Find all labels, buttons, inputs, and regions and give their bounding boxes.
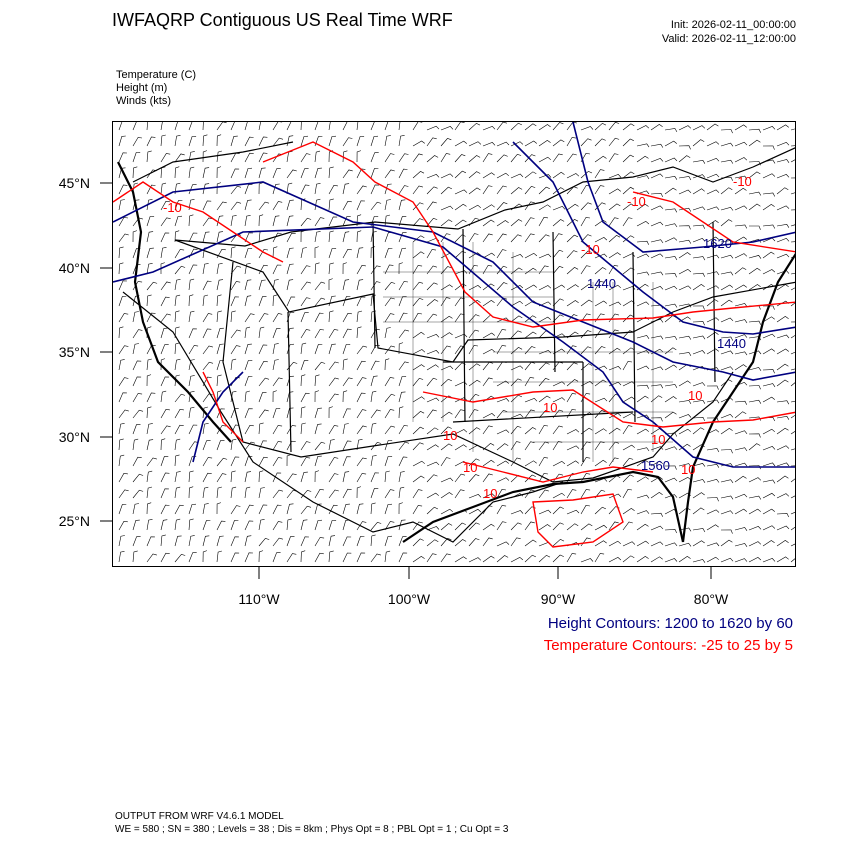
- lon-label-80: 80°W: [693, 591, 729, 607]
- temp-label-10e: 10: [483, 486, 497, 501]
- wind-barbs: [118, 122, 795, 563]
- lat-label-30: 30°N: [58, 429, 90, 445]
- weather-map: 1440 1440 1620 1560 -10 -10 -10 -10 10 1…: [112, 121, 796, 567]
- model-footer-title: OUTPUT FROM WRF V4.6.1 MODEL: [115, 811, 284, 822]
- temperature-contour-labels: -10 -10 -10 -10 10 10 10 10 10 10 10: [163, 174, 752, 501]
- height-label-1620: 1620: [703, 236, 732, 251]
- temp-label-10d: 10: [463, 460, 477, 475]
- temp-label-m10a: -10: [733, 174, 752, 189]
- lon-label-90: 90°W: [540, 591, 576, 607]
- coastline: [117, 161, 795, 543]
- temp-label-10c: 10: [443, 428, 457, 443]
- height-label-1560: 1560: [641, 458, 670, 473]
- height-label-1440b: 1440: [717, 336, 746, 351]
- height-contour-labels: 1440 1440 1620 1560: [587, 236, 746, 473]
- lat-label-35: 35°N: [58, 344, 90, 360]
- lon-label-110: 110°W: [238, 591, 280, 607]
- init-time: Init: 2026-02-11_00:00:00: [670, 19, 796, 31]
- temp-label-10g: 10: [681, 462, 695, 477]
- lon-ticks: [258, 567, 712, 579]
- temperature-contour-legend: Temperature Contours: -25 to 25 by 5: [543, 637, 793, 654]
- height-contours: [113, 122, 795, 468]
- field-winds-label: Winds (kts): [116, 95, 171, 107]
- temp-label-m10d: -10: [163, 200, 182, 215]
- temperature-contours: [113, 141, 795, 548]
- height-label-1440a: 1440: [587, 276, 616, 291]
- lat-label-40: 40°N: [58, 260, 90, 276]
- model-footer-params: WE = 580 ; SN = 380 ; Levels = 38 ; Dis …: [115, 824, 509, 835]
- temp-label-10f: 10: [651, 432, 665, 447]
- lat-label-45: 45°N: [58, 175, 90, 191]
- temp-label-10a: 10: [688, 388, 702, 403]
- temp-label-m10b: -10: [627, 194, 646, 209]
- lon-label-100: 100°W: [387, 591, 431, 607]
- valid-time: Valid: 2026-02-11_12:00:00: [661, 33, 796, 45]
- temp-label-10b: 10: [543, 400, 557, 415]
- temp-label-m10c: -10: [581, 242, 600, 257]
- county-lines: [383, 242, 673, 462]
- height-contour-legend: Height Contours: 1200 to 1620 by 60: [547, 615, 793, 632]
- lat-label-25: 25°N: [58, 513, 90, 529]
- field-temperature-label: Temperature (C): [116, 69, 197, 81]
- field-height-label: Height (m): [116, 82, 168, 94]
- map-title: IWFAQRP Contiguous US Real Time WRF: [112, 10, 453, 30]
- lat-ticks: [100, 182, 112, 522]
